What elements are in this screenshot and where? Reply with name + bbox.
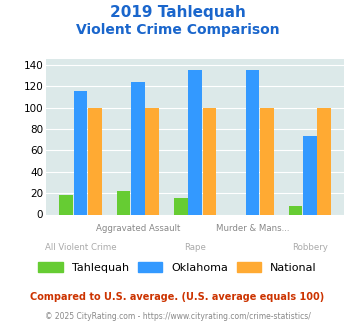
Legend: Tahlequah, Oklahoma, National: Tahlequah, Oklahoma, National	[34, 258, 321, 278]
Text: © 2025 CityRating.com - https://www.cityrating.com/crime-statistics/: © 2025 CityRating.com - https://www.city…	[45, 312, 310, 321]
Bar	[303, 136, 317, 214]
Bar	[59, 195, 73, 214]
Text: 2019 Tahlequah: 2019 Tahlequah	[110, 5, 245, 20]
Bar	[117, 191, 130, 214]
Text: Aggravated Assault: Aggravated Assault	[96, 224, 180, 233]
Text: Compared to U.S. average. (U.S. average equals 100): Compared to U.S. average. (U.S. average …	[31, 292, 324, 302]
Text: Violent Crime Comparison: Violent Crime Comparison	[76, 23, 279, 37]
Bar	[174, 198, 188, 214]
Bar	[203, 108, 217, 214]
Bar	[246, 70, 260, 214]
Bar	[88, 108, 102, 214]
Bar	[260, 108, 274, 214]
Bar	[189, 70, 202, 214]
Bar	[74, 91, 87, 214]
Text: All Violent Crime: All Violent Crime	[45, 243, 116, 251]
Text: Murder & Mans...: Murder & Mans...	[216, 224, 289, 233]
Bar	[289, 206, 302, 214]
Bar	[131, 82, 145, 214]
Bar	[317, 108, 331, 214]
Text: Robbery: Robbery	[292, 243, 328, 251]
Text: Rape: Rape	[184, 243, 206, 251]
Bar	[145, 108, 159, 214]
